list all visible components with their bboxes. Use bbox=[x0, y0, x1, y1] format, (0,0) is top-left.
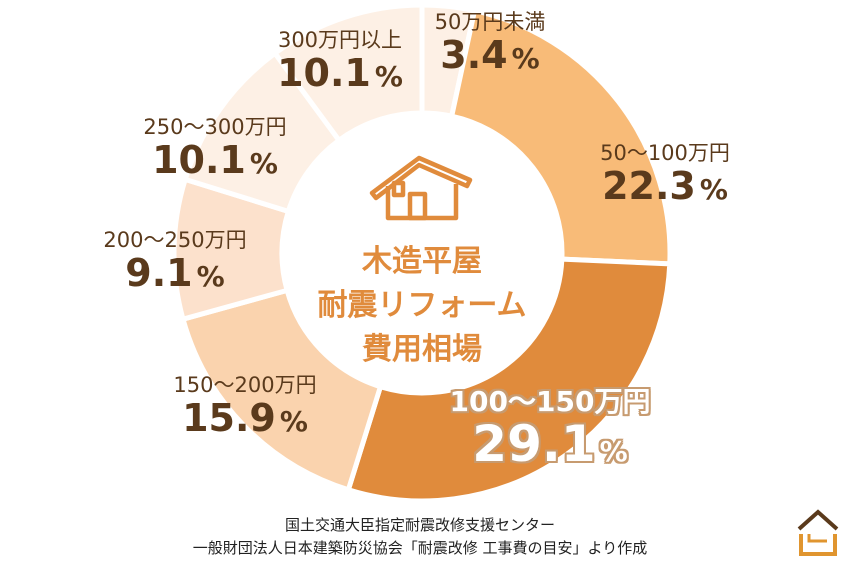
source-note: 国土交通大臣指定耐震改修支援センター 一般財団法人日本建築防災協会「耐震改修 工… bbox=[140, 514, 700, 560]
center-title-line: 木造平屋 bbox=[362, 244, 482, 279]
donut-slice-1 bbox=[448, 7, 673, 267]
value-label: 15.9 bbox=[182, 396, 276, 440]
value-label: 9.1 bbox=[125, 251, 193, 295]
category-label: 50万円未満 bbox=[434, 10, 546, 34]
house-icon bbox=[369, 155, 473, 221]
unit-label: % bbox=[279, 405, 308, 438]
source-line: 一般財団法人日本建築防災協会「耐震改修 工事費の目安」より作成 bbox=[192, 539, 648, 557]
logo-house-icon bbox=[797, 509, 839, 556]
category-label: 150〜200万円 bbox=[173, 373, 317, 397]
category-label: 100〜150万円 bbox=[449, 385, 651, 418]
unit-label: % bbox=[249, 147, 278, 180]
category-label: 50〜100万円 bbox=[600, 141, 730, 165]
donut-slice-2 bbox=[345, 256, 673, 504]
center-title-line: 費用相場 bbox=[362, 332, 482, 367]
value-label: 29.1 bbox=[472, 415, 596, 473]
unit-label: % bbox=[599, 435, 628, 468]
label-200-250: 200〜250万円 9.1% bbox=[80, 228, 270, 295]
unit-label: % bbox=[196, 260, 225, 293]
value-label: 10.1 bbox=[152, 138, 246, 182]
unit-label: % bbox=[374, 60, 403, 93]
donut-slice-6 bbox=[271, 2, 425, 144]
unit-label: % bbox=[511, 42, 540, 75]
value-label: 10.1 bbox=[277, 51, 371, 95]
center-title-line: 耐震リフォーム bbox=[317, 288, 527, 323]
label-250-300: 250〜300万円 10.1% bbox=[120, 115, 310, 182]
category-label: 200〜250万円 bbox=[103, 228, 247, 252]
label-under-50: 50万円未満 3.4% bbox=[420, 10, 560, 77]
category-label: 250〜300万円 bbox=[143, 115, 287, 139]
center-title: 木造平屋 耐震リフォーム 費用相場 bbox=[292, 240, 552, 372]
unit-label: % bbox=[699, 173, 728, 206]
source-line: 国土交通大臣指定耐震改修支援センター bbox=[284, 516, 555, 534]
label-100-150: 100〜150万円 29.1% bbox=[425, 385, 675, 470]
label-over-300: 300万円以上 10.1% bbox=[255, 28, 425, 95]
label-50-100: 50〜100万円 22.3% bbox=[570, 141, 760, 208]
value-label: 3.4 bbox=[440, 33, 508, 77]
label-150-200: 150〜200万円 15.9% bbox=[150, 373, 340, 440]
category-label: 300万円以上 bbox=[277, 28, 403, 52]
value-label: 22.3 bbox=[602, 164, 696, 208]
